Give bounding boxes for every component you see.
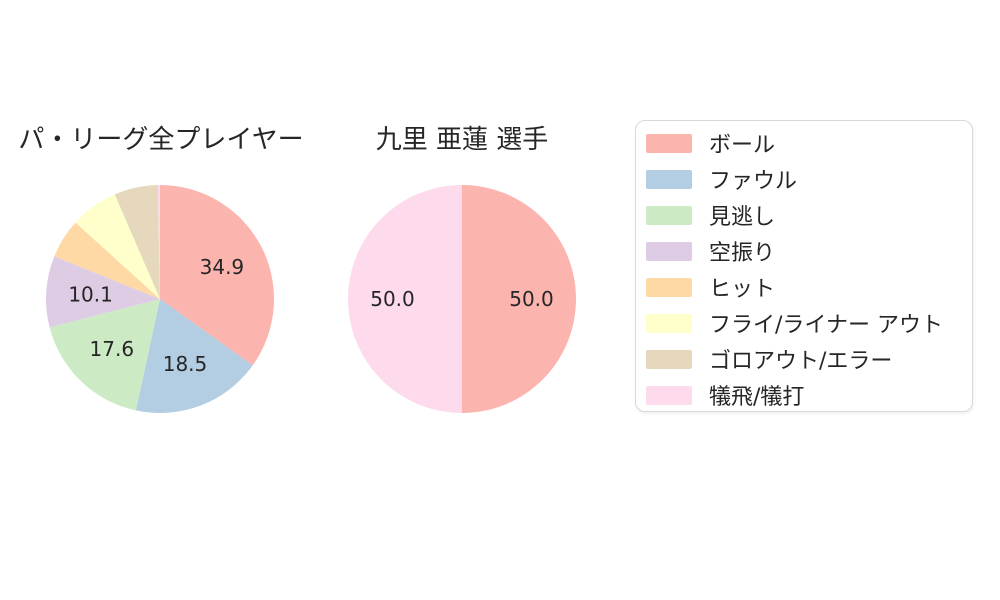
left-pie-chart: 34.9 18.5 17.6 10.1 (46, 185, 274, 413)
pie-value-label: 50.0 (509, 287, 554, 311)
legend-item-5: フライ/ライナー アウト (636, 305, 972, 341)
legend-swatch (646, 313, 692, 333)
legend-swatch (646, 169, 692, 189)
legend-item-0: ボール (636, 125, 972, 161)
legend-item-6: ゴロアウト/エラー (636, 341, 972, 377)
pie-value-label: 17.6 (90, 337, 135, 361)
legend-label: ゴロアウト/エラー (709, 349, 893, 374)
legend-label: フライ/ライナー アウト (709, 313, 943, 338)
legend-label: ファウル (709, 169, 798, 194)
pie-slice-1 (348, 185, 462, 413)
pie-slice-4 (54, 222, 161, 299)
left-pie-title: パ・リーグ全プレイヤー (18, 125, 304, 155)
pie-value-label: 34.9 (200, 255, 245, 279)
pie-slice-3 (46, 256, 160, 328)
legend-swatch (646, 133, 692, 153)
pie-slice-0 (462, 185, 576, 413)
legend: ボールファウル見逃し空振りヒットフライ/ライナー アウト ゴロアウト/エラー 犠飛/… (635, 120, 973, 412)
legend-label: 見逃し (709, 205, 776, 230)
pie-value-label: 50.0 (370, 287, 415, 311)
pie-slice-0 (160, 185, 274, 366)
legend-label: 犠飛/犠打 (709, 385, 805, 410)
right-pie-title: 九里 亜蓮 選手 (375, 125, 549, 155)
legend-item-2: 見逃し (636, 197, 972, 233)
pie-slice-6 (114, 185, 160, 299)
legend-item-1: ファウル (636, 161, 972, 197)
legend-swatch (646, 349, 692, 369)
legend-item-4: ヒット (636, 269, 972, 305)
legend-swatch (646, 205, 692, 225)
pie-value-label: 10.1 (68, 282, 113, 306)
legend-item-3: 空振り (636, 233, 972, 269)
legend-swatch (646, 241, 692, 261)
legend-label: ヒット (709, 277, 776, 302)
legend-label: 空振り (709, 241, 776, 266)
pie-slice-5 (75, 194, 160, 299)
legend-item-7: 犠飛/犠打 (636, 377, 972, 413)
pie-slice-7 (157, 185, 160, 299)
legend-label: ボール (709, 133, 776, 158)
pie-value-label: 18.5 (163, 352, 208, 376)
right-pie-chart: 50.0 50.0 (348, 185, 576, 413)
legend-swatch (646, 385, 692, 405)
legend-swatch (646, 277, 692, 297)
pie-slice-1 (135, 299, 253, 413)
pie-slice-2 (49, 299, 160, 411)
